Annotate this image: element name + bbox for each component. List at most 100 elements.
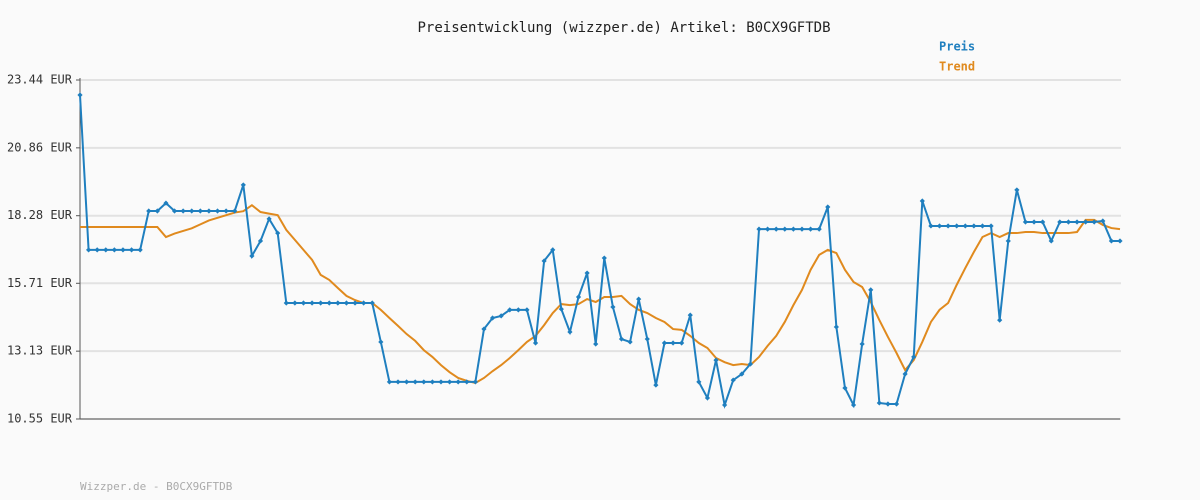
y-tick-label: 15.71 EUR [7, 276, 73, 290]
point-marker [971, 223, 977, 229]
point-marker [481, 326, 487, 332]
point-marker [919, 198, 925, 204]
legend-label: Preis [939, 40, 975, 54]
point-marker [670, 340, 676, 346]
point-marker [472, 379, 478, 385]
point-marker [1083, 219, 1089, 225]
point-marker [954, 223, 960, 229]
point-marker [206, 208, 212, 214]
point-marker [352, 300, 358, 306]
point-marker [146, 208, 152, 214]
point-marker [765, 226, 771, 232]
y-tick-label: 10.55 EUR [7, 412, 73, 426]
point-marker [283, 300, 289, 306]
point-marker [369, 300, 375, 306]
point-marker [326, 300, 332, 306]
point-marker [1117, 238, 1123, 244]
point-marker [120, 247, 126, 253]
point-marker [558, 306, 564, 312]
point-marker [567, 329, 573, 335]
point-marker [361, 300, 367, 306]
point-marker [395, 379, 401, 385]
point-marker [911, 354, 917, 360]
point-marker [266, 216, 272, 222]
point-marker [1074, 219, 1080, 225]
point-marker [412, 379, 418, 385]
point-marker [816, 226, 822, 232]
point-marker [438, 379, 444, 385]
point-marker [180, 208, 186, 214]
point-marker [756, 226, 762, 232]
point-marker [429, 379, 435, 385]
point-marker [945, 223, 951, 229]
point-marker [515, 307, 521, 313]
point-marker [103, 247, 109, 253]
point-marker [240, 182, 246, 188]
point-marker [318, 300, 324, 306]
point-marker [782, 226, 788, 232]
point-marker [1005, 238, 1011, 244]
point-marker [111, 247, 117, 253]
point-marker [550, 247, 556, 253]
point-marker [532, 340, 539, 346]
point-marker [498, 313, 504, 319]
point-marker [928, 223, 934, 229]
point-marker [85, 247, 92, 253]
point-marker [825, 204, 831, 210]
point-marker [584, 270, 590, 276]
point-marker [1108, 238, 1115, 244]
point-marker [902, 371, 908, 377]
point-marker [223, 208, 229, 214]
point-marker [386, 379, 393, 385]
point-marker [257, 238, 264, 244]
point-marker [232, 208, 238, 214]
point-marker [137, 247, 143, 253]
point-marker [593, 341, 599, 347]
point-marker [936, 223, 943, 229]
point-marker [300, 300, 307, 306]
y-tick-label: 13.13 EUR [7, 344, 73, 358]
point-marker [997, 317, 1003, 323]
point-marker [446, 379, 453, 385]
point-marker [464, 379, 470, 385]
point-marker [249, 253, 255, 259]
point-marker [1091, 219, 1097, 225]
point-marker [1031, 219, 1037, 225]
point-marker [807, 226, 814, 232]
point-marker [171, 208, 178, 214]
point-marker [730, 377, 736, 383]
point-marker [988, 223, 994, 229]
point-marker [859, 341, 865, 347]
point-marker [275, 230, 281, 236]
point-marker [1100, 218, 1106, 224]
point-marker [404, 379, 410, 385]
series-line [79, 94, 1120, 409]
point-marker [197, 208, 203, 214]
point-marker [679, 340, 685, 346]
y-tick-label: 23.44 EUR [7, 73, 73, 87]
point-marker [962, 223, 968, 229]
chart-title: Preisentwicklung (wizzper.de) Artikel: B… [417, 20, 830, 36]
point-marker [94, 247, 100, 253]
point-marker [1057, 219, 1063, 225]
point-marker [790, 226, 796, 232]
point-marker [722, 402, 728, 408]
point-marker [524, 307, 530, 313]
point-marker [489, 315, 496, 321]
legend-label: Trend [939, 60, 975, 74]
point-marker [1022, 219, 1029, 225]
point-marker [876, 400, 882, 406]
point-marker [335, 300, 341, 306]
point-marker [713, 357, 719, 363]
point-marker [575, 294, 582, 300]
point-marker [704, 395, 711, 401]
point-marker [644, 336, 650, 342]
point-marker [1065, 219, 1072, 225]
point-marker [842, 385, 848, 391]
point-marker [747, 361, 754, 367]
point-marker [77, 92, 83, 98]
point-marker [507, 307, 513, 313]
point-marker [799, 226, 805, 232]
